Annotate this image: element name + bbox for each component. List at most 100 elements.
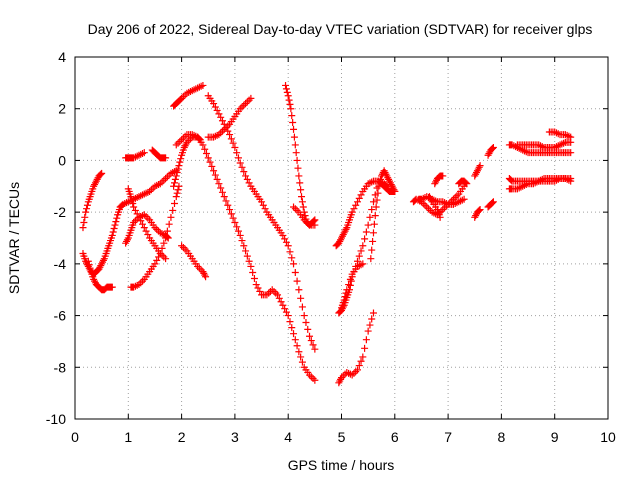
data-point [173,168,181,176]
data-point [131,206,139,214]
y-tick-label: -6 [54,308,67,324]
data-point [213,106,221,114]
data-point [341,293,349,301]
data-point [206,158,214,166]
data-point [293,277,301,285]
data-point [163,227,171,235]
data-point [231,218,239,226]
data-point [361,344,369,352]
data-point [270,287,278,295]
data-point [282,81,290,89]
data-point [127,193,135,201]
data-point [227,135,235,143]
data-point [374,189,382,197]
data-point [272,289,280,297]
data-point [362,336,370,344]
data-point [296,179,304,187]
data-point [310,217,318,225]
data-point [211,132,219,140]
data-point [285,96,293,104]
data-point [243,98,251,106]
data-point [366,179,374,187]
data-point [201,145,209,153]
data-point [294,164,302,172]
data-point [281,305,289,313]
data-point [369,229,377,237]
data-point [99,256,107,264]
data-point [462,179,470,187]
data-point [309,341,317,349]
data-point [297,353,305,361]
data-point [170,179,178,187]
data-point [536,142,544,150]
data-point [391,187,399,195]
data-point [83,201,91,209]
data-point [350,205,358,213]
data-point [475,163,483,171]
y-tick-label: 0 [58,152,66,168]
data-point [342,289,350,297]
data-point [211,103,219,111]
data-point [173,189,181,197]
data-point [291,268,299,276]
data-point [453,192,461,200]
data-point [362,228,370,236]
x-tick-label: 0 [71,429,79,445]
data-point [217,184,225,192]
data-point [238,237,246,245]
data-point [224,201,232,209]
x-tick-label: 6 [391,429,399,445]
data-point [368,178,376,186]
data-point [111,221,119,229]
data-point [174,186,182,194]
data-point [233,149,241,157]
data-point [247,262,255,270]
data-point [108,231,116,239]
data-point [292,149,300,157]
data-point [290,203,298,211]
data-point [170,182,178,190]
data-point [290,330,298,338]
data-point [177,155,185,163]
data-point [361,235,369,243]
data-point [295,348,303,356]
data-point [181,245,189,253]
data-point [355,362,363,370]
data-point [215,180,223,188]
data-point [227,210,235,218]
data-point [234,154,242,162]
data-point [282,308,290,316]
data-point [202,273,210,281]
data-point [489,144,497,152]
data-point [226,131,234,139]
data-point [263,291,271,299]
data-point [298,193,306,201]
data-point [489,199,497,207]
data-point [233,223,241,231]
data-point [298,358,306,366]
data-point [220,193,228,201]
data-point [286,248,294,256]
data-point [123,236,131,244]
data-point [506,175,514,183]
data-point [97,170,105,178]
data-point [80,218,88,226]
x-axis-label: GPS time / hours [288,457,395,473]
data-point [215,110,223,118]
data-point [171,175,179,183]
data-point [282,85,290,93]
data-point [290,260,298,268]
y-axis-label: SDTVAR / TECUs [6,182,22,294]
data-point [172,193,180,201]
data-point [162,175,170,183]
data-point [156,250,164,258]
data-point [226,206,234,214]
data-point [306,332,314,340]
data-point [181,142,189,150]
data-point [222,197,230,205]
data-point [297,186,305,194]
data-point [170,200,178,208]
plot-frame [74,56,609,420]
data-point [373,196,381,204]
data-point [291,205,299,213]
